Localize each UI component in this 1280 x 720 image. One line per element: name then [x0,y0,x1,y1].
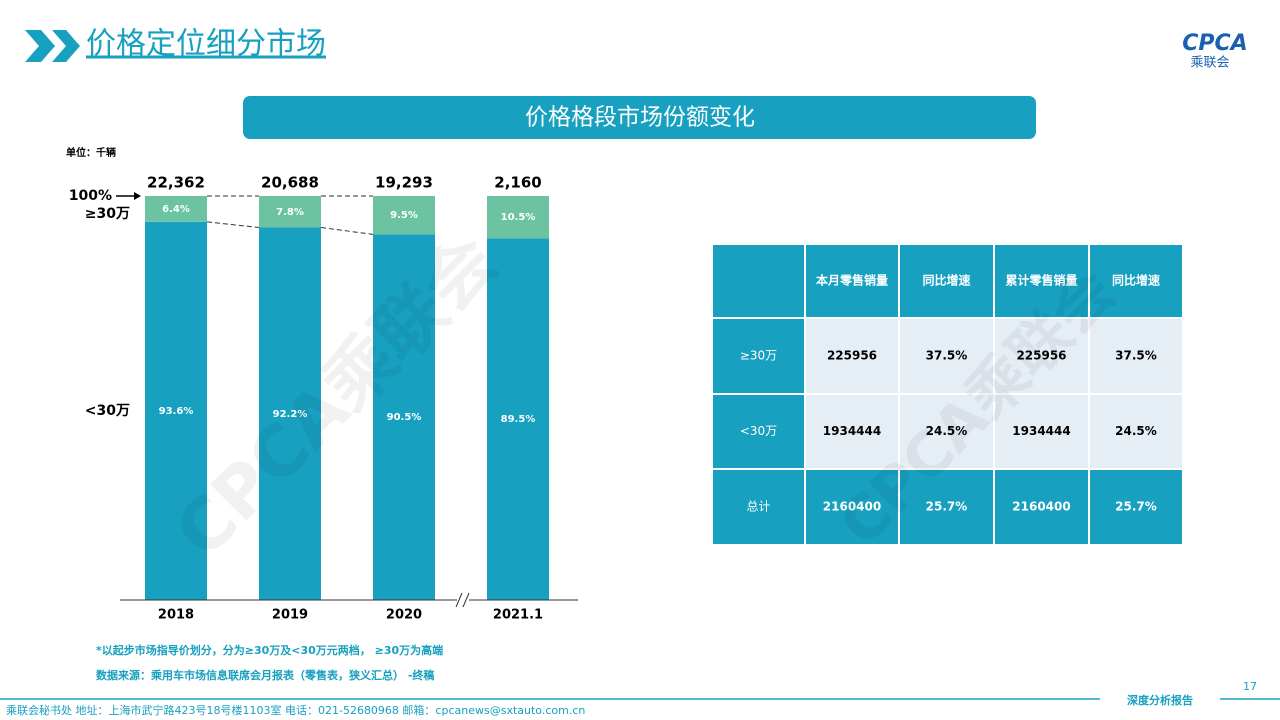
total-label: 19,293 [375,174,433,192]
chart: 93.6% 6.4% 22,362 2018 92.2% 7.8% 20,688 2019 90… [69,174,578,623]
table-cell [711,243,806,319]
table: 本月零售销量 同比增速 累计零售销量 同比增速 ≥30万 225956 37.5% 22595… [711,243,1184,546]
table-cell [898,317,995,395]
table-cell [804,317,900,395]
bar-segment [145,221,207,600]
logo-sub: 乘联会 [1190,56,1229,71]
total-label: 2,160 [494,174,541,192]
table-text: 同比增速 [922,273,970,288]
bar-segment [373,234,435,600]
table-cell [804,243,900,319]
banner-text: 价格格段市场份额变化 [525,105,755,131]
table-text: 25.7% [926,500,968,514]
segment-label: 90.5% [387,412,422,423]
unit: 单位：千辆 [66,146,116,159]
bar-segment [487,196,549,239]
table-text: <30万 [740,424,777,438]
table-cell [1088,243,1184,319]
table-cell [804,468,900,546]
table-cell [993,317,1090,395]
segment-label: 10.5% [501,212,536,223]
page-number: 17 [1243,680,1257,693]
table-cell [898,393,995,470]
bar-segment [259,227,321,600]
table-cell [711,317,806,395]
table-cell [711,468,806,546]
table-text: 1934444 [823,424,881,438]
table-text: 2160400 [1012,500,1070,514]
segment-label: 6.4% [162,204,190,215]
table-cell [1088,317,1184,395]
table-text: 1934444 [1012,424,1070,438]
table-text: 37.5% [926,349,968,363]
axis-break [455,592,463,608]
axis-break [462,592,470,608]
x-tick-label: 2019 [272,608,308,623]
table-text: 225956 [1016,349,1066,363]
bar-segment [145,196,207,222]
banner [243,96,1036,139]
segment-label: 9.5% [390,210,418,221]
series-label: ≥30万 [85,206,130,222]
segment-label: 89.5% [501,414,536,425]
x-tick-label: 2020 [386,608,422,623]
total-label: 22,362 [147,174,205,192]
table-cell [898,468,995,546]
footer-text: 乘联会秘书处 地址：上海市武宁路423号18号楼1103室 电话：021-526… [6,703,585,717]
axis-break [457,592,469,608]
table-text: 37.5% [1115,349,1157,363]
y-tick-label: 100% [69,188,112,204]
table-text: 2160400 [823,500,881,514]
table-cell [1088,468,1184,546]
table-cell [993,243,1090,319]
table-text: 累计零售销量 [1005,273,1077,288]
series-label: <30万 [85,403,130,419]
table-text: 同比增速 [1112,273,1160,288]
watermark: CPCA乘联会 [160,220,514,574]
bar-segment [259,196,321,228]
segment-label: 7.8% [276,207,304,218]
arrow-head [134,192,141,200]
bar-segment [487,238,549,601]
page-title: 价格定位细分市场 [86,27,326,62]
x-tick-label: 2018 [158,608,194,623]
segment-label: 92.2% [273,409,308,420]
note: 数据来源：乘用车市场信息联席会月报表（零售表，狭义汇总） -终稿 [96,668,434,682]
table-text: ≥30万 [740,349,777,363]
table-text: 225956 [827,349,877,363]
x-tick-label: 2021.1 [493,608,543,623]
connector [320,227,374,235]
table-text: 25.7% [1115,500,1157,514]
connector [206,221,260,229]
total-label: 20,688 [261,174,319,192]
header-chevrons [25,30,80,62]
segment-label: 93.6% [159,406,194,417]
table-text: 总计 [746,500,770,514]
table-text: 本月零售销量 [816,273,888,288]
table-text: 24.5% [926,424,968,438]
logo: CPCA [1182,31,1247,56]
note: *以起步市场指导价划分，分为≥30万及<30万元两档， ≥30万为高端 [96,643,443,657]
table-cell [993,468,1090,546]
table-cell [1088,393,1184,470]
bar-segment [373,196,435,235]
table-text: 24.5% [1115,424,1157,438]
table-cell [804,393,900,470]
report-label: 深度分析报告 [1127,693,1193,707]
